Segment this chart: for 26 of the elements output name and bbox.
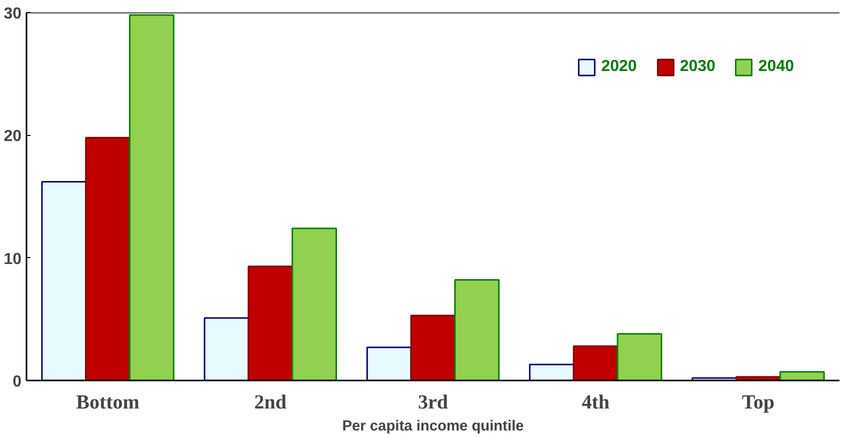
- legend-label: 2030: [680, 58, 716, 76]
- x-axis-title: Per capita income quintile: [342, 418, 524, 434]
- bar: [454, 279, 500, 380]
- y-tick-label: 10: [4, 250, 22, 268]
- bar: [204, 317, 250, 380]
- bar: [85, 136, 130, 380]
- bar: [572, 345, 618, 380]
- x-tick-label: Bottom: [76, 392, 140, 414]
- bar: [129, 14, 174, 380]
- bar: [366, 346, 412, 380]
- bar: [248, 266, 294, 380]
- bar: [528, 364, 574, 380]
- x-tick-label: 4th: [582, 392, 610, 414]
- y-tick-label: 30: [4, 6, 22, 22]
- x-tick-label: Top: [742, 392, 775, 414]
- bar: [410, 314, 456, 380]
- bar: [779, 371, 825, 380]
- x-tick-label: 2nd: [254, 392, 287, 414]
- x-tick-label: 3rd: [418, 392, 448, 414]
- bar: [616, 333, 662, 380]
- y-tick-label: 0: [12, 374, 22, 390]
- y-tick-label: 20: [4, 128, 22, 146]
- bar: [292, 228, 338, 380]
- legend-label: 2020: [601, 58, 637, 76]
- bar: [41, 181, 87, 380]
- legend-label: 2040: [758, 58, 794, 76]
